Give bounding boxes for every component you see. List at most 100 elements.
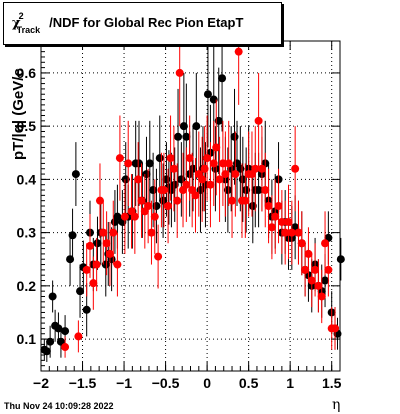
data-point: [182, 180, 191, 189]
data-point: [234, 47, 243, 56]
chart-title: χ2 Track/NDF for Global Rec Pion EtapT: [12, 11, 244, 35]
data-point: [311, 265, 320, 274]
data-point: [221, 170, 230, 179]
data-point: [191, 191, 200, 200]
data-point: [317, 292, 326, 301]
data-point: [173, 196, 182, 205]
data-point: [228, 196, 237, 205]
y-tick-label: 0.2: [17, 278, 37, 294]
data-point: [267, 223, 276, 232]
data-point: [231, 170, 240, 179]
data-point: [74, 332, 83, 341]
data-point: [287, 228, 296, 237]
data-point: [159, 186, 168, 195]
data-point: [113, 212, 122, 221]
data-point: [257, 164, 266, 173]
data-point: [137, 196, 146, 205]
data-point: [48, 292, 57, 301]
data-point: [130, 212, 139, 221]
data-point: [284, 217, 293, 226]
series-1: [61, 41, 340, 358]
data-point: [109, 228, 118, 237]
x-tick-label: 0.5: [239, 375, 259, 391]
data-point: [82, 265, 91, 274]
data-point: [297, 239, 306, 248]
data-point: [314, 281, 323, 290]
data-point: [89, 279, 98, 288]
x-tick-label: −1.5: [69, 375, 97, 391]
data-point: [166, 154, 175, 163]
data-point: [251, 164, 260, 173]
data-point: [274, 202, 283, 210]
data-point: [215, 175, 224, 184]
data-point: [307, 276, 316, 285]
x-tick-label: −1: [116, 375, 132, 391]
data-point: [76, 287, 85, 296]
data-point: [321, 276, 330, 285]
y-axis-label-wrap: pT/|q| (GeV/c: [2, 60, 32, 170]
x-tick-label: −0.5: [152, 375, 180, 391]
title-rest: /NDF for Global Rec Pion EtapT: [49, 15, 244, 30]
data-point: [206, 180, 215, 189]
data-point: [61, 343, 70, 352]
data-point: [174, 132, 183, 141]
data-point: [86, 241, 95, 250]
data-point: [304, 249, 313, 258]
data-point: [241, 196, 250, 205]
data-point: [261, 186, 270, 195]
data-point: [301, 265, 310, 274]
data-point: [144, 202, 153, 210]
data-point: [164, 202, 173, 210]
data-point: [95, 196, 104, 205]
data-point: [150, 212, 159, 221]
data-point: [145, 159, 154, 168]
title-superscript: 2: [18, 11, 24, 21]
title-chi: χ: [12, 16, 21, 31]
data-point: [46, 337, 55, 346]
data-point: [182, 132, 191, 141]
data-point: [105, 249, 114, 258]
data-point: [203, 90, 212, 99]
title-box: χ2 Track/NDF for Global Rec Pion EtapT: [3, 2, 282, 45]
data-point: [154, 252, 163, 261]
data-point: [212, 143, 221, 152]
x-tick-label: −2: [33, 375, 49, 391]
data-point: [82, 305, 91, 314]
data-point: [102, 239, 111, 248]
data-point: [331, 324, 340, 333]
data-point: [71, 170, 80, 179]
x-tick-label: 1.5: [322, 375, 342, 391]
data-point: [321, 239, 330, 248]
data-points: [40, 41, 345, 362]
data-point: [142, 170, 151, 179]
y-tick-label: 0.6: [17, 65, 37, 81]
data-point: [175, 68, 184, 77]
data-point: [294, 228, 303, 237]
data-point: [92, 260, 101, 269]
data-point: [203, 154, 212, 163]
data-point: [271, 212, 280, 221]
data-point: [169, 164, 178, 173]
data-point: [120, 212, 129, 221]
data-point: [218, 74, 227, 83]
data-point: [277, 217, 286, 226]
data-point: [254, 186, 263, 195]
data-point: [155, 154, 164, 163]
title-subscript: Track: [16, 25, 41, 35]
data-point: [68, 231, 77, 240]
data-point: [93, 239, 102, 248]
y-axis-label: pT/|q| (GeV/c: [10, 68, 27, 160]
data-point: [264, 202, 273, 210]
data-point: [134, 175, 143, 184]
x-tick-label: 1: [286, 375, 294, 391]
data-point: [254, 116, 263, 125]
y-tick-label: 0.3: [17, 225, 37, 241]
data-point: [99, 228, 108, 237]
data-point: [61, 327, 70, 336]
data-point: [147, 228, 156, 237]
y-tick-label: 0.5: [17, 118, 37, 134]
data-point: [124, 159, 133, 168]
data-point: [291, 164, 300, 173]
data-point: [336, 255, 345, 264]
